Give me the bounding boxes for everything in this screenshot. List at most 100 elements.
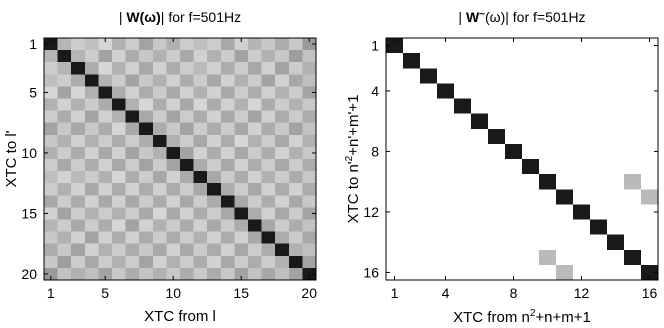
heatmap-cell bbox=[152, 62, 167, 75]
heatmap-cell bbox=[641, 219, 659, 235]
heatmap-cell bbox=[125, 98, 140, 111]
heatmap-cell bbox=[98, 50, 113, 63]
heatmap-cell bbox=[288, 74, 303, 87]
heatmap-cell bbox=[139, 110, 154, 123]
heatmap-cell bbox=[505, 38, 523, 54]
heatmap-cell bbox=[573, 128, 591, 145]
heatmap-cell bbox=[261, 86, 276, 99]
heatmap-cell bbox=[302, 243, 317, 257]
heatmap-cell bbox=[590, 219, 608, 235]
heatmap-cell bbox=[234, 171, 249, 184]
heatmap-cell bbox=[488, 219, 506, 235]
heatmap-cell bbox=[139, 159, 154, 172]
heatmap-cell bbox=[288, 207, 303, 220]
heatmap-cell bbox=[84, 146, 99, 160]
heatmap-cell bbox=[573, 159, 591, 175]
heatmap-cell bbox=[261, 146, 276, 160]
heatmap-cell bbox=[386, 53, 404, 69]
heatmap-cell bbox=[180, 243, 194, 257]
heatmap-cell bbox=[454, 83, 472, 99]
heatmap-cell bbox=[220, 110, 235, 123]
heatmap-cell bbox=[386, 174, 404, 190]
heatmap-cell bbox=[125, 134, 140, 148]
x-tick-label: 10 bbox=[165, 285, 181, 301]
heatmap-cell bbox=[261, 62, 276, 75]
heatmap-cell bbox=[488, 264, 506, 281]
heatmap-cell bbox=[302, 219, 317, 232]
heatmap-cell bbox=[624, 143, 642, 160]
heatmap-cell bbox=[152, 86, 167, 99]
heatmap-cell bbox=[288, 110, 303, 123]
heatmap-cell bbox=[302, 171, 317, 184]
heatmap-cell bbox=[275, 159, 290, 172]
heatmap-cell bbox=[193, 50, 208, 63]
heatmap-cell bbox=[420, 113, 438, 130]
heatmap-cell bbox=[302, 267, 317, 281]
heatmap-cell bbox=[488, 249, 506, 266]
heatmap-cell bbox=[641, 174, 659, 190]
heatmap-cell bbox=[471, 219, 489, 235]
heatmap-cell bbox=[180, 62, 194, 75]
heatmap-cell bbox=[556, 38, 574, 54]
heatmap-cell bbox=[220, 86, 235, 99]
heatmap-cell bbox=[193, 122, 208, 136]
heatmap-cell bbox=[471, 204, 489, 220]
heatmap-cell bbox=[84, 50, 99, 63]
heatmap-cell bbox=[420, 264, 438, 281]
heatmap-cell bbox=[275, 207, 290, 220]
heatmap-cell bbox=[471, 113, 489, 130]
heatmap-cell bbox=[471, 143, 489, 160]
heatmap-cell bbox=[522, 68, 540, 84]
heatmap-cell bbox=[248, 207, 262, 220]
heatmap-cell bbox=[505, 128, 523, 145]
heatmap-cell bbox=[539, 264, 557, 281]
heatmap-cell bbox=[539, 249, 557, 266]
heatmap-cell bbox=[193, 110, 208, 123]
heatmap-cell bbox=[152, 122, 167, 136]
heatmap-cell bbox=[248, 159, 262, 172]
heatmap-cell bbox=[420, 68, 438, 84]
heatmap-cell bbox=[207, 62, 222, 75]
heatmap-cell bbox=[403, 204, 421, 220]
heatmap-cell bbox=[112, 243, 126, 257]
heatmap-cell bbox=[302, 122, 317, 136]
heatmap-cell bbox=[488, 174, 506, 190]
heatmap-cell bbox=[180, 159, 194, 172]
heatmap-cell bbox=[152, 183, 167, 196]
heatmap-cell bbox=[220, 267, 235, 281]
heatmap-cell bbox=[180, 50, 194, 63]
heatmap-cell bbox=[207, 159, 222, 172]
heatmap-cell bbox=[125, 159, 140, 172]
heatmap-cell bbox=[454, 234, 472, 251]
heatmap-cell bbox=[112, 219, 126, 232]
heatmap-cell bbox=[275, 122, 290, 136]
heatmap-cell bbox=[234, 110, 249, 123]
heatmap-cell bbox=[166, 255, 181, 269]
heatmap-cell bbox=[71, 98, 86, 111]
heatmap-cell bbox=[207, 146, 222, 160]
heatmap-cell bbox=[275, 110, 290, 123]
heatmap-cell bbox=[590, 159, 608, 175]
heatmap-cell bbox=[125, 50, 140, 63]
heatmap-cell bbox=[607, 159, 625, 175]
x-tick-label: 15 bbox=[233, 285, 249, 301]
heatmap-cell bbox=[556, 234, 574, 251]
heatmap-cell bbox=[403, 68, 421, 84]
heatmap-cell bbox=[84, 38, 99, 51]
heatmap-cell bbox=[403, 83, 421, 99]
heatmap-cell bbox=[288, 195, 303, 208]
heatmap-cell bbox=[207, 207, 222, 220]
x-tick-label: 12 bbox=[574, 285, 590, 301]
heatmap-cell bbox=[522, 219, 540, 235]
heatmap-cell bbox=[437, 219, 455, 235]
heatmap-cell bbox=[607, 113, 625, 130]
heatmap-cell bbox=[261, 195, 276, 208]
heatmap-cell bbox=[248, 122, 262, 136]
axis-ticks-w-tilde: 1 4 8 12 16 1 4 8 12 16 bbox=[363, 38, 658, 301]
heatmap-cell bbox=[437, 234, 455, 251]
heatmap-cell bbox=[193, 243, 208, 257]
heatmap-cell bbox=[180, 122, 194, 136]
heatmap-cell bbox=[248, 134, 262, 148]
heatmap-cell bbox=[193, 219, 208, 232]
